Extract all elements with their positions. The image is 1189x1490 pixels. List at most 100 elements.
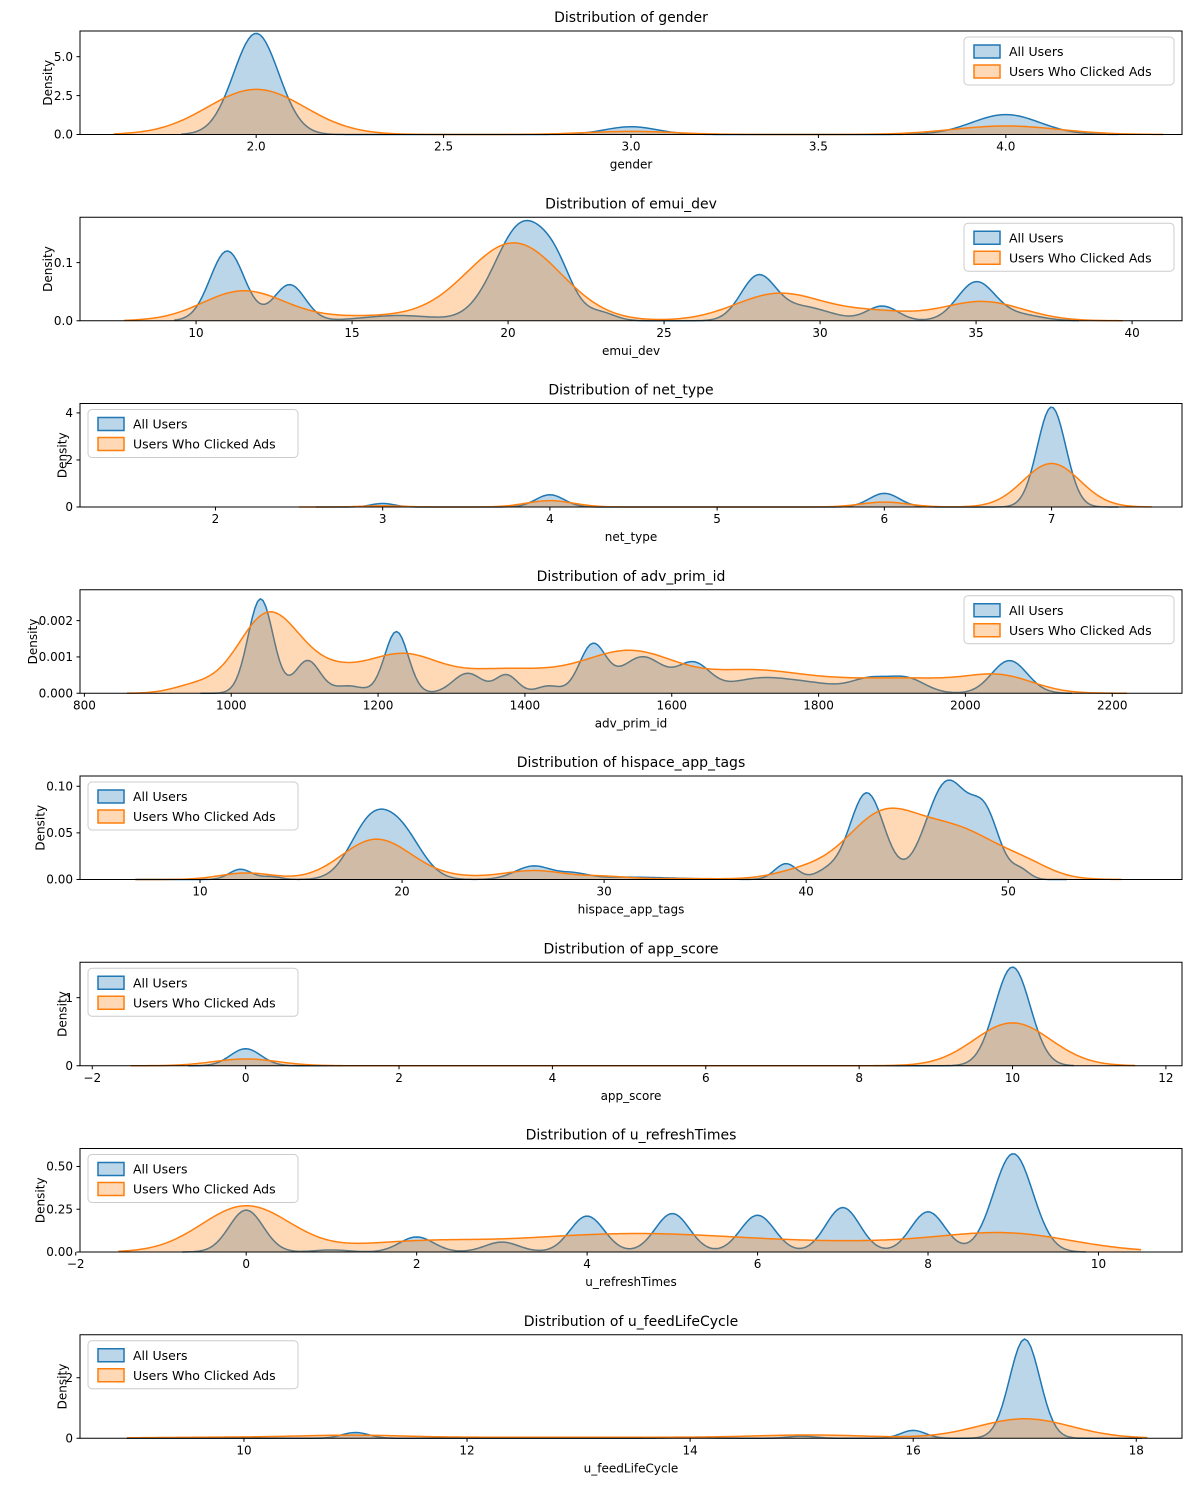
kde-fill-clicked-ads	[124, 242, 1123, 321]
legend: All Users Users Who Clicked Ads	[963, 222, 1175, 272]
x-tick-label: 35	[968, 326, 983, 340]
kde-fill-all-users	[188, 967, 1074, 1066]
kde-curve-all-users	[174, 219, 1080, 322]
legend-item-label: All Users	[1009, 603, 1063, 618]
legend-swatch-clicked-ads	[97, 995, 125, 1010]
legend-item-label: All Users	[133, 417, 187, 432]
kde-fill-all-users	[126, 1339, 1142, 1439]
x-tick-label: 3.5	[809, 140, 828, 154]
legend-box	[87, 1340, 299, 1390]
legend-item-label: All Users	[1009, 230, 1063, 245]
x-tick-label: 4.0	[996, 140, 1015, 154]
plot-title: Distribution of adv_prim_id	[537, 569, 726, 585]
legend-swatch-clicked-ads	[97, 436, 125, 452]
legend: All Users Users Who Clicked Ads	[87, 409, 299, 458]
x-tick-label: −2	[83, 1071, 101, 1085]
plot-title: Distribution of u_feedLifeCycle	[524, 1314, 738, 1330]
y-axis-label: Density	[41, 246, 55, 292]
legend-swatch-clicked-ads	[97, 1368, 125, 1383]
legend: All Users Users Who Clicked Ads	[87, 967, 299, 1017]
x-axis-label: u_feedLifeCycle	[584, 1461, 679, 1475]
y-axis-label: Density	[33, 1177, 47, 1223]
legend-item-label: Users Who Clicked Ads	[1009, 250, 1152, 265]
legend-item-label: Users Who Clicked Ads	[133, 995, 276, 1010]
y-axis-label: Density	[56, 1364, 70, 1410]
x-tick-label: 20	[500, 326, 515, 340]
legend-swatch-all-users	[97, 1348, 125, 1363]
x-tick-label: 2	[413, 1257, 421, 1271]
x-tick-label: −2	[67, 1257, 85, 1271]
subplot-app_score: −2 0 2 4 6 8 10 12 0 1 Distribution of app_scoreap…	[56, 941, 1183, 1103]
legend-box	[87, 409, 299, 458]
y-tick-label: 0.00	[46, 873, 73, 887]
legend: All Users Users Who Clicked Ads	[87, 781, 299, 831]
x-tick-label: 1200	[363, 698, 394, 712]
x-tick-label: 14	[682, 1443, 697, 1457]
kde-fill-clicked-ads	[130, 1022, 1136, 1066]
kde-fill-all-users	[135, 780, 1067, 880]
y-tick-label: 0	[65, 500, 73, 514]
x-tick-label: 6	[702, 1071, 710, 1085]
y-tick-label: 2.5	[54, 89, 73, 103]
x-tick-label: 2.0	[247, 140, 266, 154]
legend-box	[87, 1154, 299, 1203]
plot-title: Distribution of net_type	[548, 383, 713, 399]
y-tick-label: 0.001	[39, 650, 73, 664]
x-tick-label: 800	[73, 698, 96, 712]
x-tick-label: 18	[1129, 1443, 1144, 1457]
legend-swatch-clicked-ads	[973, 623, 1001, 638]
subplot-gender: 2.0 2.5 3.0 3.5 4.0 0.0 2.5 5.0 Distribution of …	[41, 10, 1183, 172]
legend-item-label: Users Who Clicked Ads	[133, 1182, 276, 1197]
x-tick-label: 1000	[216, 698, 247, 712]
legend-swatch-all-users	[973, 230, 1001, 245]
y-tick-label: 0.002	[39, 614, 73, 628]
y-tick-label: 1	[65, 991, 73, 1005]
x-axis-label: app_score	[601, 1089, 662, 1103]
x-tick-label: 7	[1048, 512, 1056, 526]
legend-item-label: All Users	[133, 1348, 187, 1363]
legend-swatch-all-users	[97, 1161, 125, 1177]
legend-item-label: Users Who Clicked Ads	[133, 1368, 276, 1383]
kde-curve-all-users	[200, 598, 1072, 694]
subplot-u_refreshTimes: −2 0 2 4 6 8 10 0.00 0.25 0.50 Distribution of u_r…	[33, 1128, 1183, 1289]
legend-item-label: All Users	[1009, 44, 1063, 59]
kde-curve-all-users	[315, 406, 1119, 508]
y-tick-label: 0.10	[46, 779, 73, 793]
kde-fill-clicked-ads	[135, 808, 1122, 880]
x-tick-label: 1600	[656, 698, 687, 712]
x-tick-label: 12	[1158, 1071, 1173, 1085]
axes-frame	[79, 403, 1183, 508]
y-axis-label: Density	[33, 805, 47, 851]
x-tick-label: 40	[799, 885, 814, 899]
x-tick-label: 1400	[510, 698, 541, 712]
kde-curve-clicked-ads	[118, 1204, 1142, 1253]
kde-curve-clicked-ads	[124, 242, 1123, 322]
x-axis-label: emui_dev	[602, 344, 660, 358]
legend-swatch-clicked-ads	[973, 250, 1001, 265]
legend-item-label: Users Who Clicked Ads	[133, 809, 276, 824]
y-tick-label: 0.50	[46, 1160, 73, 1174]
x-axis-label: net_type	[605, 530, 658, 544]
x-tick-label: 50	[1001, 885, 1016, 899]
legend-item-label: Users Who Clicked Ads	[133, 437, 276, 452]
x-tick-label: 3.0	[621, 140, 640, 154]
y-axis-label: Density	[41, 60, 55, 106]
kde-fill-clicked-ads	[126, 611, 1127, 694]
legend-box	[963, 36, 1175, 86]
legend: All Users Users Who Clicked Ads	[87, 1340, 299, 1390]
legend-box	[87, 781, 299, 831]
x-tick-label: 0	[242, 1257, 250, 1271]
y-tick-label: 0.05	[46, 826, 73, 840]
x-tick-label: 10	[192, 885, 207, 899]
x-tick-label: 40	[1124, 326, 1139, 340]
x-tick-label: 3	[379, 512, 387, 526]
y-tick-label: 0.0	[54, 314, 73, 328]
axes-frame	[79, 775, 1183, 880]
x-tick-label: 5	[713, 512, 721, 526]
axes-frame	[79, 589, 1183, 694]
x-tick-label: 6	[754, 1257, 762, 1271]
x-tick-label: 15	[344, 326, 359, 340]
subplot-emui_dev: 10 15 20 25 30 35 40 0.0 0.1 Distribution of emui…	[41, 196, 1183, 358]
x-tick-label: 10	[1091, 1257, 1106, 1271]
